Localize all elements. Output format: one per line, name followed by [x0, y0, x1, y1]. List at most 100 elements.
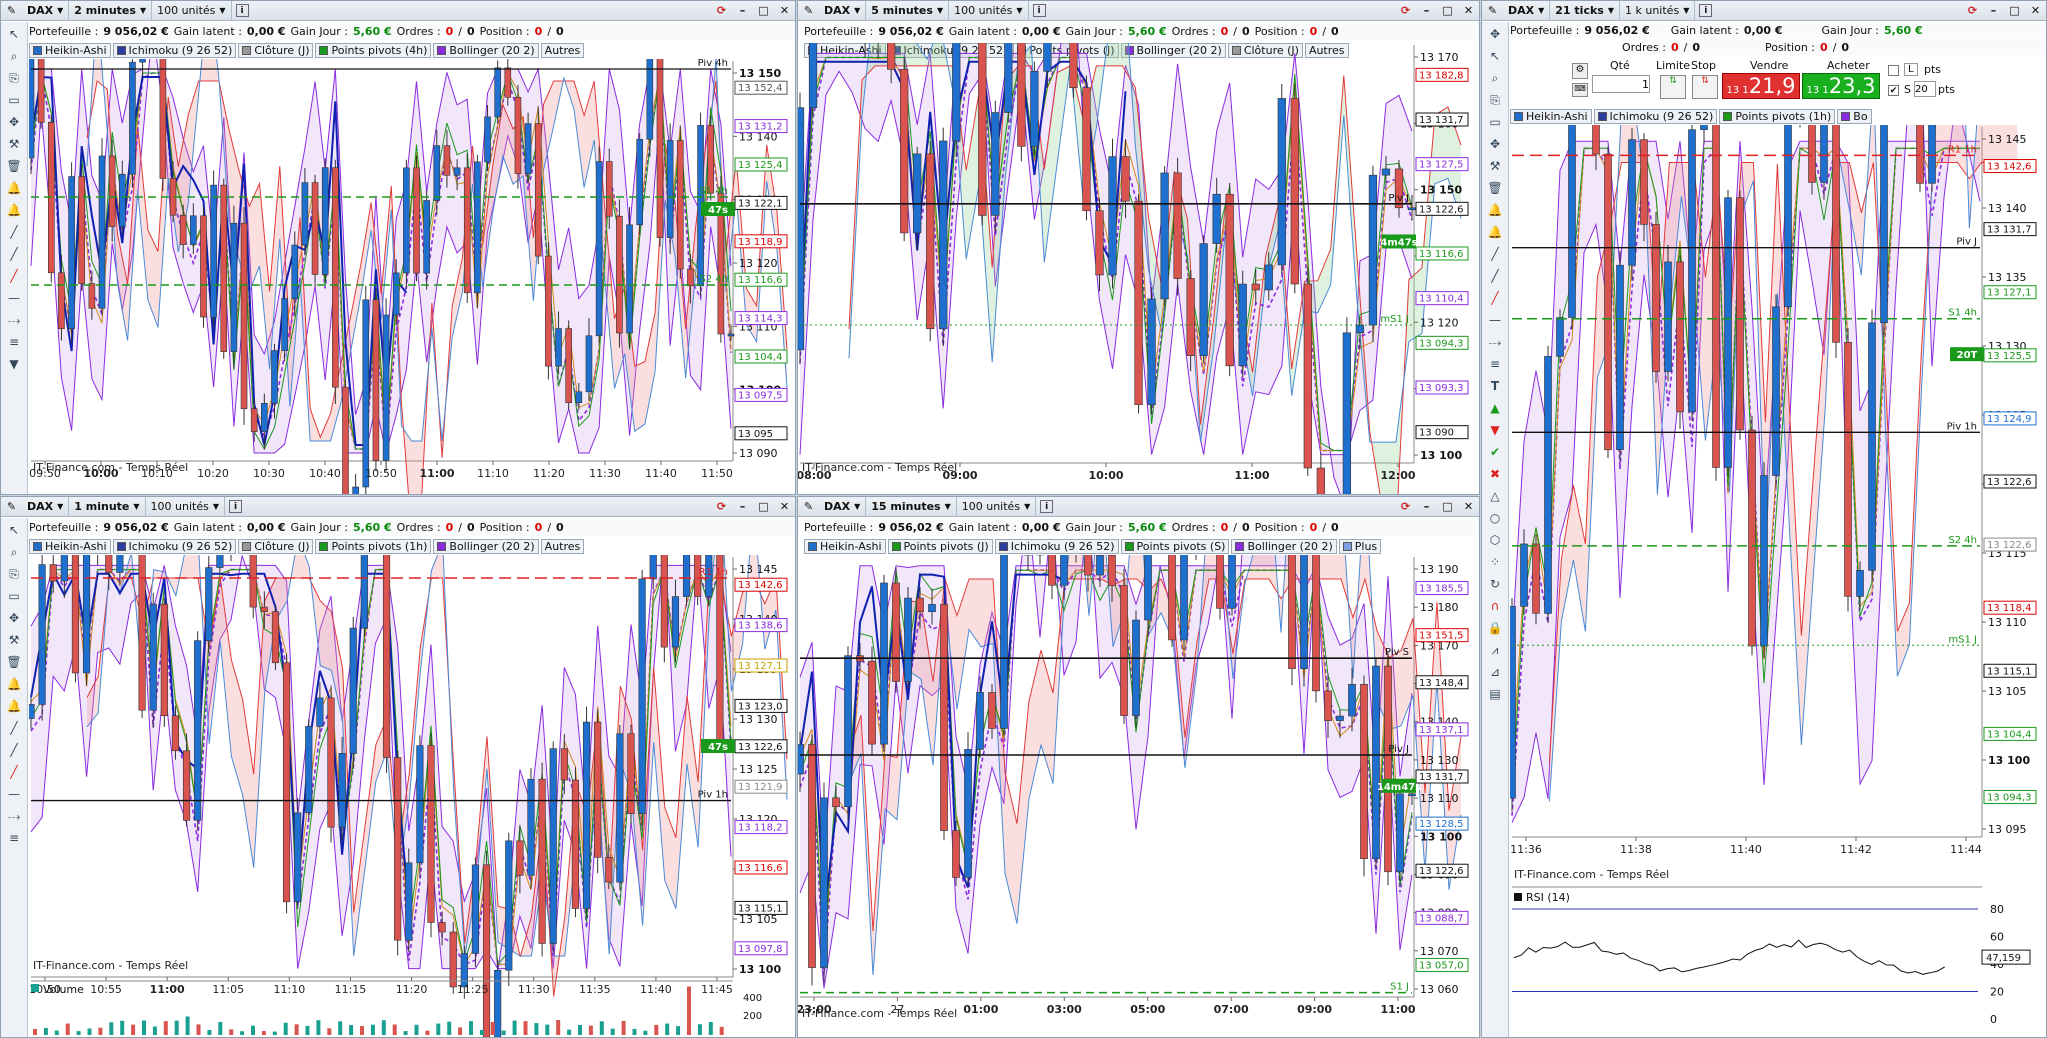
- close-icon[interactable]: ✕: [779, 500, 790, 513]
- triangle-icon[interactable]: △: [1490, 489, 1500, 503]
- limit-button[interactable]: ⇅: [1660, 75, 1686, 99]
- line-icon[interactable]: ╱: [10, 225, 18, 239]
- settings-icon[interactable]: ⚙: [1572, 63, 1588, 79]
- timeframe-select[interactable]: 1 minute ▼: [69, 497, 146, 517]
- units-select[interactable]: 100 unités ▼: [146, 497, 226, 517]
- sell-button[interactable]: 13 121,9: [1722, 73, 1800, 99]
- indicator-more[interactable]: Plus: [1338, 538, 1382, 554]
- indicator-chip[interactable]: Heikin-Ashi: [804, 538, 886, 554]
- indicator-chip[interactable]: Ichimoku (9 26 52): [994, 538, 1119, 554]
- sync-icon[interactable]: ⟳: [1400, 4, 1411, 17]
- ray-icon[interactable]: ⤏: [7, 809, 21, 823]
- magnet-icon[interactable]: ⚒: [1489, 159, 1501, 173]
- indicator-more[interactable]: Autres: [1304, 42, 1349, 58]
- circle-icon[interactable]: ○: [1489, 511, 1501, 525]
- alert-add-icon[interactable]: 🔔: [6, 203, 22, 217]
- ruler-icon[interactable]: ▭: [1489, 115, 1501, 129]
- copy-icon[interactable]: ⎘: [1490, 93, 1500, 107]
- line-icon[interactable]: ╱: [1491, 247, 1499, 261]
- timeframe-select[interactable]: 15 minutes ▼: [866, 497, 957, 517]
- indicator-more[interactable]: Autres: [540, 538, 585, 554]
- sync-icon[interactable]: ⟳: [716, 4, 727, 17]
- sync-icon[interactable]: ⟳: [716, 500, 727, 513]
- maximize-icon[interactable]: □: [2009, 4, 2020, 17]
- minimize-icon[interactable]: –: [1423, 4, 1430, 17]
- arrow-up-icon[interactable]: ▲: [1490, 401, 1500, 415]
- tools-icon[interactable]: ✥: [1489, 27, 1501, 41]
- channel-icon[interactable]: ▤: [1489, 687, 1501, 701]
- maximize-icon[interactable]: □: [758, 500, 769, 513]
- indicator-chip[interactable]: Ichimoku (9 26 52): [112, 42, 237, 58]
- info-icon[interactable]: i: [229, 500, 243, 513]
- ruler-icon[interactable]: ▭: [8, 93, 20, 107]
- trend-line-icon[interactable]: ╱: [1491, 269, 1499, 283]
- instrument-select[interactable]: DAX ▼: [22, 497, 70, 517]
- indicator-chip[interactable]: Clôture (J): [238, 538, 314, 554]
- horizontal-line-icon[interactable]: —: [8, 787, 20, 801]
- trash-icon[interactable]: 🗑: [1487, 181, 1503, 195]
- red-line-icon[interactable]: ╱: [10, 269, 18, 283]
- ruler-icon[interactable]: ▭: [8, 589, 20, 603]
- copy-icon[interactable]: ⎘: [9, 71, 19, 85]
- short-checkbox[interactable]: ✔: [1888, 85, 1899, 96]
- red-line-icon[interactable]: ╱: [10, 765, 18, 779]
- indicator-chip[interactable]: Bo: [1837, 108, 1872, 124]
- pencil-icon[interactable]: ✎: [6, 500, 17, 513]
- price-chart[interactable]: R1 1h Piv J S1 4h Piv 1h S2 4h mS1 J 13 145 13 …: [1510, 125, 2047, 1038]
- tools-icon[interactable]: ✥: [8, 115, 20, 129]
- trash-icon[interactable]: 🗑: [6, 655, 22, 669]
- maximize-icon[interactable]: □: [1442, 500, 1453, 513]
- indicator-chip[interactable]: Points pivots (S): [1120, 538, 1230, 554]
- shape-icon[interactable]: ⬡: [1489, 533, 1501, 547]
- qty-input[interactable]: [1592, 75, 1650, 93]
- copy-icon[interactable]: ⎘: [9, 567, 19, 581]
- trend-line-icon[interactable]: ╱: [10, 247, 18, 261]
- line-icon[interactable]: ╱: [10, 721, 18, 735]
- indicator-chip[interactable]: Clôture (J): [1227, 42, 1303, 58]
- indicator-chip[interactable]: Ichimoku (9 26 52): [112, 538, 237, 554]
- horizontal-line-icon[interactable]: —: [8, 291, 20, 305]
- indicator-chip[interactable]: Bollinger (20 2): [1120, 42, 1226, 58]
- units-select[interactable]: 1 k unités ▼: [1620, 1, 1696, 21]
- minimize-icon[interactable]: –: [739, 4, 746, 17]
- sync-icon[interactable]: ⟳: [1967, 4, 1978, 17]
- magnet-icon[interactable]: ⚒: [8, 137, 20, 151]
- pts-input[interactable]: [1914, 81, 1936, 97]
- close-icon[interactable]: ✕: [1463, 500, 1474, 513]
- lock-icon[interactable]: 🔒: [1487, 621, 1503, 635]
- indicator-chip[interactable]: Bollinger (20 2): [1231, 538, 1337, 554]
- magnet2-icon[interactable]: ∩: [1490, 599, 1500, 613]
- maximize-icon[interactable]: □: [1442, 4, 1453, 17]
- timeframe-select[interactable]: 21 ticks ▼: [1550, 1, 1620, 21]
- info-icon[interactable]: i: [1040, 500, 1054, 513]
- indicator-more[interactable]: Autres: [540, 42, 585, 58]
- fan-icon[interactable]: ⊿: [1489, 665, 1501, 679]
- trend-line-icon[interactable]: ╱: [10, 743, 18, 757]
- alert-icon[interactable]: 🔔: [6, 677, 22, 691]
- alert-icon[interactable]: 🔔: [1487, 203, 1503, 217]
- info-icon[interactable]: i: [1032, 4, 1046, 17]
- indicator-chip[interactable]: Points pivots (4h): [315, 42, 432, 58]
- indicator-chip[interactable]: Heikin-Ashi: [1510, 108, 1592, 124]
- long-checkbox[interactable]: [1888, 65, 1899, 76]
- magnet-icon[interactable]: ⚒: [8, 633, 20, 647]
- info-icon[interactable]: i: [1699, 4, 1713, 17]
- alert-add-icon[interactable]: 🔔: [1487, 225, 1503, 239]
- minimize-icon[interactable]: –: [1990, 4, 1997, 17]
- close-icon[interactable]: ✕: [779, 4, 790, 17]
- indicator-chip[interactable]: Ichimoku (9 26 52): [1593, 108, 1718, 124]
- indicator-chip[interactable]: Points pivots (1h): [315, 538, 432, 554]
- more-tools-icon[interactable]: ▼: [9, 357, 19, 371]
- instrument-select[interactable]: DAX ▼: [819, 1, 867, 21]
- zoom-icon[interactable]: ⌕: [10, 49, 18, 63]
- pencil-icon[interactable]: ✎: [803, 500, 814, 513]
- instrument-select[interactable]: DAX ▼: [22, 1, 70, 21]
- indicator-chip[interactable]: Clôture (J): [238, 42, 314, 58]
- timeframe-select[interactable]: 2 minutes ▼: [69, 1, 153, 21]
- nodes-icon[interactable]: ⁘: [1489, 555, 1501, 569]
- alert-icon[interactable]: 🔔: [6, 181, 22, 195]
